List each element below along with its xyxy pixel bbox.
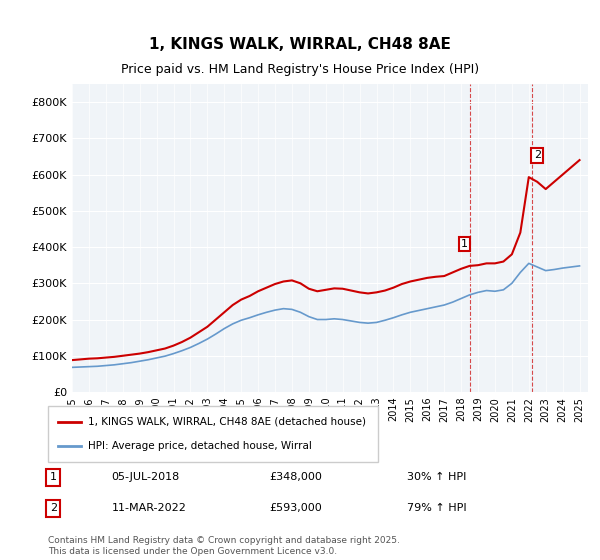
Text: 30% ↑ HPI: 30% ↑ HPI xyxy=(407,473,466,482)
Text: Contains HM Land Registry data © Crown copyright and database right 2025.
This d: Contains HM Land Registry data © Crown c… xyxy=(48,536,400,556)
Text: 1: 1 xyxy=(461,239,468,249)
Text: 79% ↑ HPI: 79% ↑ HPI xyxy=(407,503,467,513)
FancyBboxPatch shape xyxy=(48,406,378,462)
Text: 2: 2 xyxy=(533,151,541,160)
Text: 1, KINGS WALK, WIRRAL, CH48 8AE (detached house): 1, KINGS WALK, WIRRAL, CH48 8AE (detache… xyxy=(88,417,365,427)
Text: 11-MAR-2022: 11-MAR-2022 xyxy=(112,503,186,513)
Text: 2: 2 xyxy=(50,503,57,513)
Text: 1: 1 xyxy=(50,473,57,482)
Text: £348,000: £348,000 xyxy=(270,473,323,482)
Text: Price paid vs. HM Land Registry's House Price Index (HPI): Price paid vs. HM Land Registry's House … xyxy=(121,63,479,77)
Text: 1, KINGS WALK, WIRRAL, CH48 8AE: 1, KINGS WALK, WIRRAL, CH48 8AE xyxy=(149,38,451,52)
Text: £593,000: £593,000 xyxy=(270,503,323,513)
Text: HPI: Average price, detached house, Wirral: HPI: Average price, detached house, Wirr… xyxy=(88,441,311,451)
Text: 05-JUL-2018: 05-JUL-2018 xyxy=(112,473,179,482)
